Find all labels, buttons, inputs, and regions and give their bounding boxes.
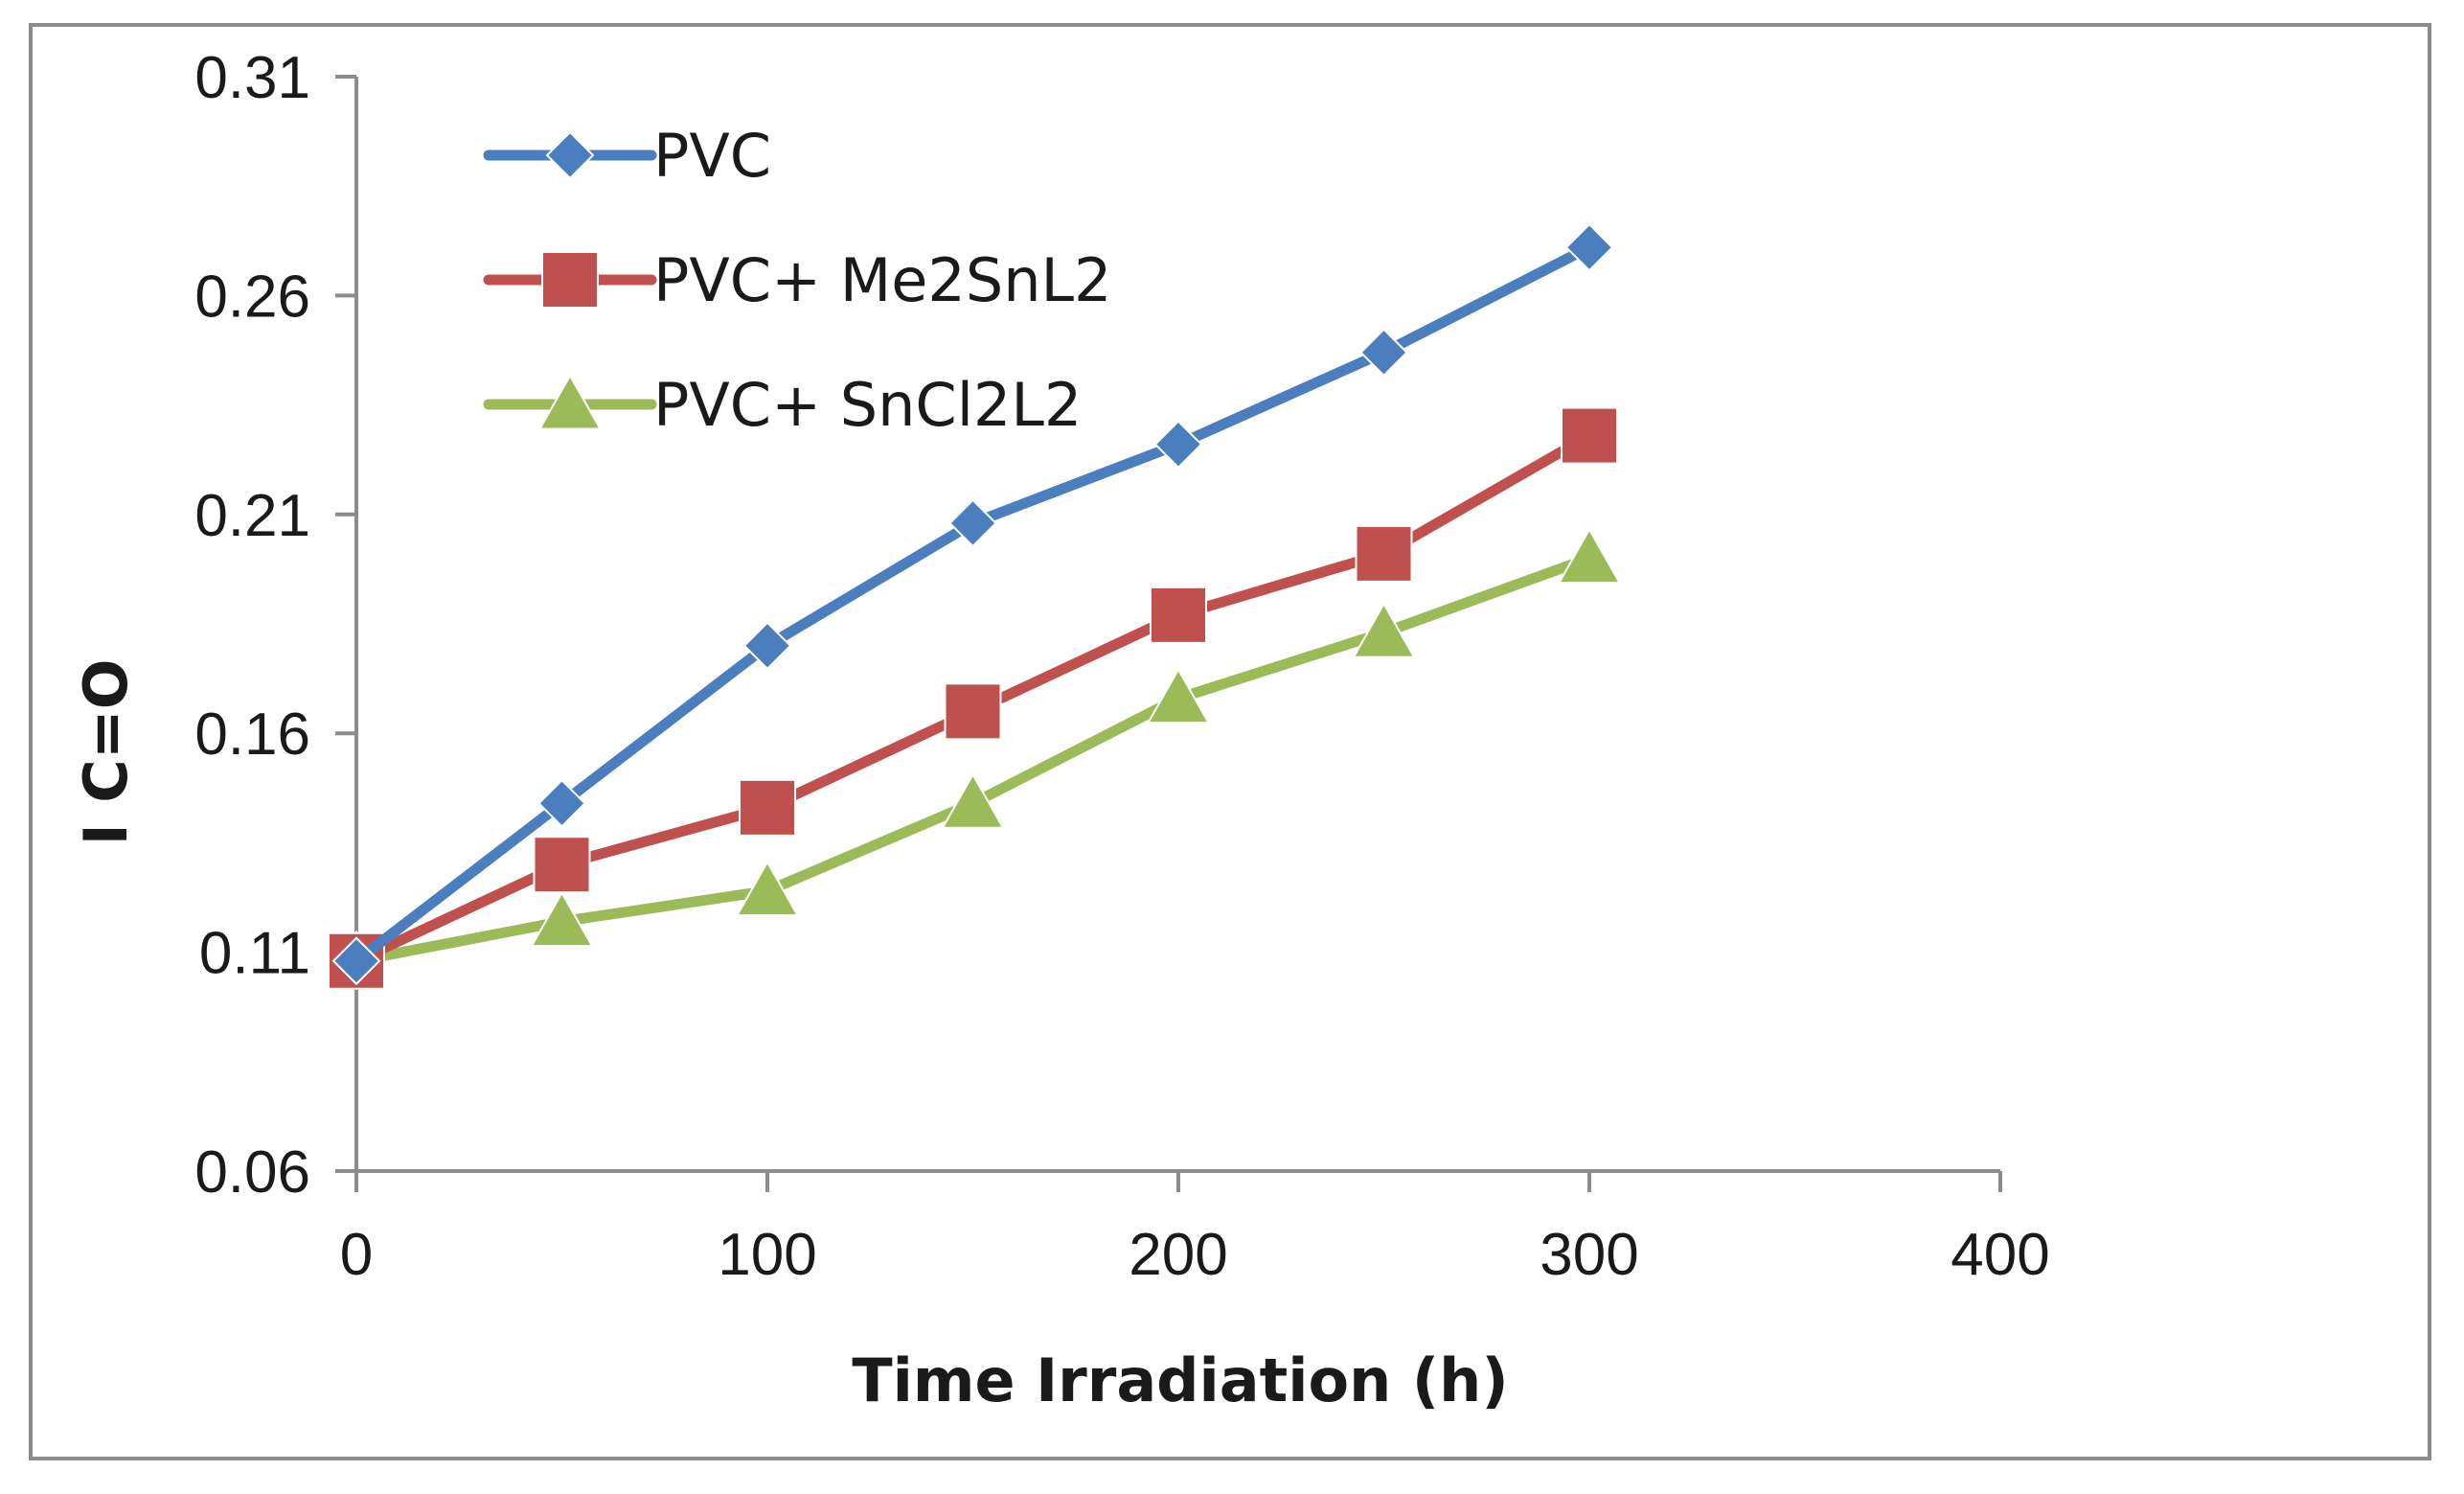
series-3 [324, 527, 1622, 987]
data-point [948, 498, 997, 548]
legend-entry-2: PVC+ Me2SnL2 [483, 245, 1111, 315]
data-point [1146, 667, 1211, 724]
x-tick-label: 0 [340, 1222, 373, 1288]
y-axis-title: I C=O [71, 659, 141, 846]
chart-frame [29, 23, 2431, 1460]
x-tick-label: 100 [718, 1222, 816, 1288]
data-point [1355, 524, 1413, 583]
series-1 [331, 222, 1614, 986]
data-point [1564, 222, 1614, 272]
y-tick-label: 0.26 [194, 264, 310, 330]
legend: PVC PVC+ Me2SnL2 PVC+ SnCl2L2 [483, 121, 1111, 440]
data-point [742, 621, 792, 671]
series-2 [328, 406, 1618, 990]
data-point [735, 860, 800, 917]
legend-label: PVC+ Me2SnL2 [653, 245, 1111, 315]
legend-marker [545, 130, 595, 180]
y-tick-label: 0.06 [194, 1139, 310, 1206]
series-line [351, 552, 1595, 967]
axes: 0.06 0.11 0.16 0.21 0.26 0.31 0 100 200 300 400 [194, 45, 2049, 1288]
y-tick-label: 0.11 [199, 921, 310, 987]
data-point [530, 890, 594, 948]
legend-marker [541, 251, 599, 309]
data-point [1150, 586, 1207, 644]
series-layer [324, 222, 1622, 990]
data-point [533, 836, 591, 894]
legend-label: PVC [653, 121, 771, 191]
data-point [1352, 602, 1416, 658]
data-point [1557, 527, 1622, 584]
data-point [941, 772, 1005, 829]
y-tick-label: 0.21 [194, 483, 310, 549]
x-tick-label: 300 [1540, 1222, 1638, 1288]
data-point [739, 778, 796, 837]
legend-marker [537, 373, 603, 430]
data-point [537, 778, 586, 828]
data-point [1561, 406, 1618, 465]
data-point [331, 936, 381, 986]
legend-entry-3: PVC+ SnCl2L2 [483, 370, 1082, 440]
x-tick-label: 400 [1951, 1222, 2049, 1288]
legend-entry-1: PVC [483, 121, 771, 191]
data-point [1153, 420, 1203, 470]
x-tick-label: 200 [1129, 1222, 1227, 1288]
y-tick-label: 0.16 [194, 701, 310, 768]
x-axis-title: Time Irradiation (h) [852, 1345, 1508, 1415]
data-point [944, 682, 1002, 741]
legend-label: PVC+ SnCl2L2 [653, 370, 1082, 440]
y-tick-label: 0.31 [194, 45, 310, 111]
data-point [1359, 328, 1408, 378]
